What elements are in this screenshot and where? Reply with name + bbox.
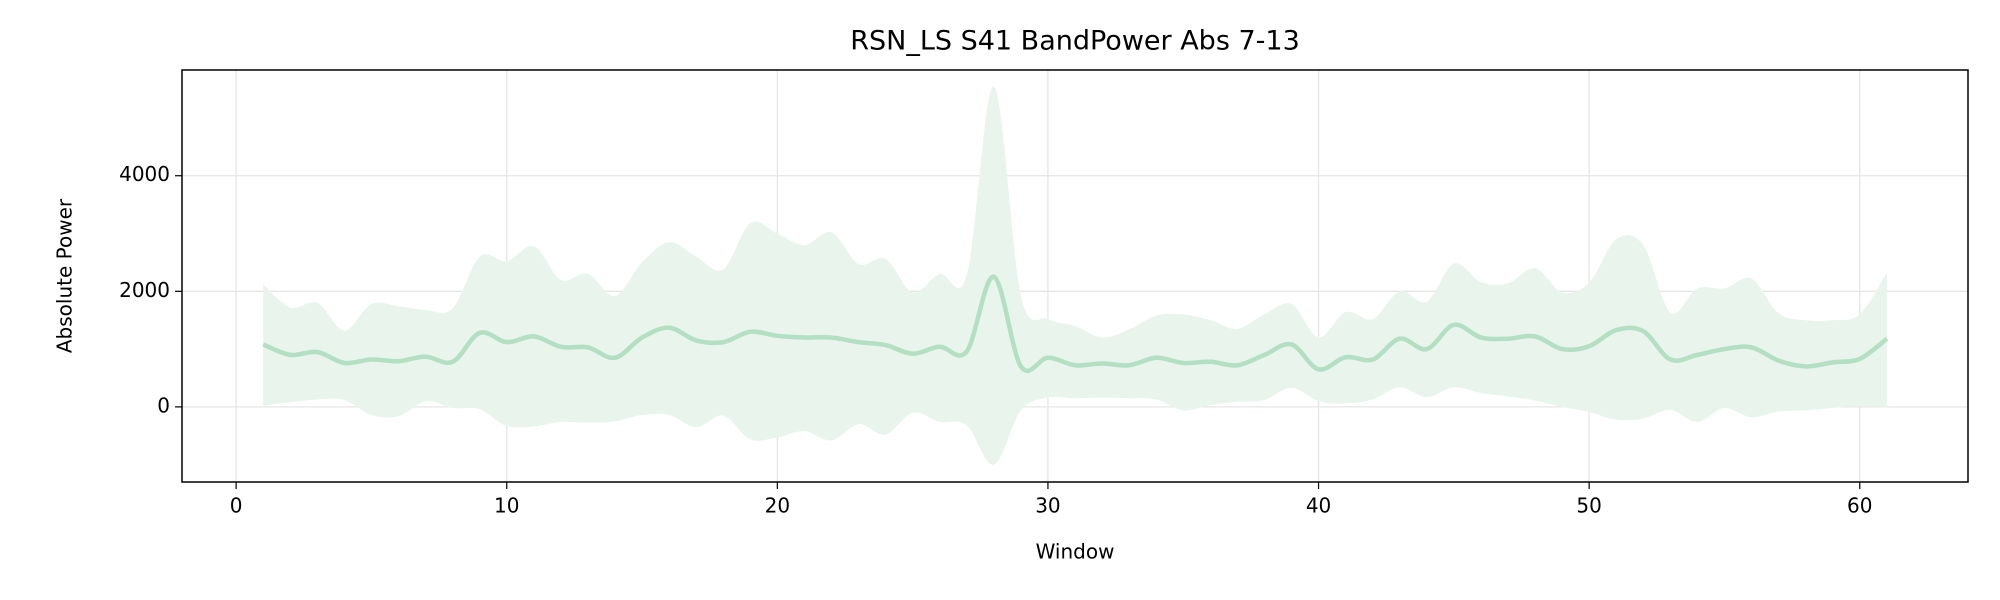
x-tick-label: 0 <box>230 494 243 518</box>
x-tick-label: 50 <box>1576 494 1601 518</box>
x-tick-label: 40 <box>1306 494 1331 518</box>
y-tick-label: 0 <box>157 393 170 417</box>
y-tick-label: 2000 <box>119 278 170 302</box>
x-tick-label: 30 <box>1035 494 1060 518</box>
x-axis-label: Window <box>1036 540 1115 564</box>
x-tick-label: 10 <box>494 494 519 518</box>
y-axis-label: Absolute Power <box>53 198 77 353</box>
line <box>262 274 1889 373</box>
x-tick-label: 60 <box>1847 494 1872 518</box>
plot-frame <box>181 69 1969 483</box>
x-tick-label: 20 <box>765 494 790 518</box>
y-tick-label: 4000 <box>119 162 170 186</box>
chart-title: RSN_LS S41 BandPower Abs 7-13 <box>850 26 1300 57</box>
band <box>263 86 1887 465</box>
